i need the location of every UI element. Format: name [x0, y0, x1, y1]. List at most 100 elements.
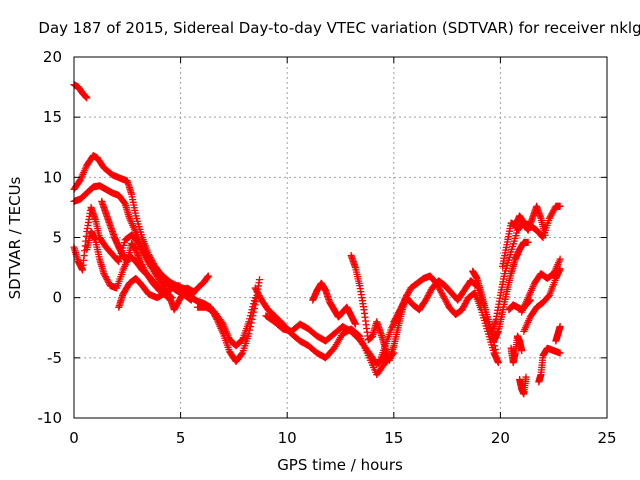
chart-title: Day 187 of 2015, Sidereal Day-to-day VTE…	[38, 19, 640, 37]
data-point	[204, 272, 212, 280]
data-point	[168, 294, 176, 302]
data-point	[137, 259, 145, 267]
series-s18	[499, 202, 549, 270]
y-tick-labels: -10 -5 0 5 10 15 20	[38, 48, 63, 427]
y-tick-label: 0	[52, 289, 62, 307]
x-tick-label: 10	[278, 429, 297, 447]
data-point	[246, 315, 254, 323]
x-tick-label: 0	[69, 429, 79, 447]
data-point	[405, 287, 413, 295]
data-point	[351, 320, 359, 328]
data-point	[545, 214, 553, 222]
data-point	[427, 287, 435, 295]
data-point	[524, 238, 532, 246]
data-point	[250, 300, 258, 308]
series-s25	[552, 323, 564, 345]
data-point	[548, 210, 556, 218]
data-point	[249, 303, 257, 311]
data-point	[444, 300, 452, 308]
data-point	[463, 297, 471, 305]
axis-ticks	[73, 56, 608, 419]
data-point	[140, 265, 148, 273]
series-s16	[469, 238, 532, 345]
data-point	[76, 177, 84, 185]
data-point	[396, 306, 404, 314]
data-point	[460, 301, 468, 309]
series-s12	[309, 279, 359, 328]
data-point	[139, 264, 147, 272]
data-point	[395, 309, 403, 317]
x-tick-label: 25	[597, 429, 616, 447]
data-point	[390, 318, 398, 326]
data-point	[423, 293, 431, 301]
data-point	[462, 298, 470, 306]
data-point	[172, 303, 180, 311]
data-point	[436, 285, 444, 293]
data-point	[238, 337, 246, 345]
data-point	[393, 312, 401, 320]
data-point	[439, 291, 447, 299]
data-point	[255, 292, 263, 300]
data-point	[443, 299, 451, 307]
y-tick-label: 15	[43, 108, 62, 126]
data-point	[441, 296, 449, 304]
series-s1	[70, 81, 91, 102]
data-point	[392, 313, 400, 321]
series-s7	[115, 272, 212, 311]
data-point	[238, 350, 246, 358]
data-point	[173, 301, 181, 309]
data-point	[175, 297, 183, 305]
data-point	[256, 293, 264, 301]
data-point	[138, 262, 146, 270]
data-point	[245, 330, 253, 338]
data-point	[101, 273, 109, 281]
data-point	[424, 292, 432, 300]
series-s20	[507, 332, 526, 367]
data-point	[426, 289, 434, 297]
data-point	[245, 318, 253, 326]
data-point	[136, 258, 144, 266]
series-s11	[262, 312, 389, 368]
data-point	[100, 270, 108, 278]
data-point	[435, 284, 443, 292]
data-point	[391, 315, 399, 323]
data-point	[83, 94, 91, 102]
data-point	[422, 296, 430, 304]
y-tick-label: -10	[38, 409, 63, 427]
data-point	[460, 303, 468, 311]
data-point	[102, 274, 110, 282]
data-point	[160, 282, 168, 290]
series-s22	[520, 265, 564, 335]
data-point	[252, 286, 260, 294]
data-point	[546, 213, 554, 221]
x-tick-label: 20	[491, 429, 510, 447]
data-point	[174, 298, 182, 306]
data-point	[440, 294, 448, 302]
data-point	[436, 287, 444, 295]
data-point	[549, 207, 557, 215]
data-point	[103, 276, 111, 284]
data-point	[459, 304, 467, 312]
data-point	[250, 297, 258, 305]
data-point	[399, 301, 407, 309]
data-point	[556, 265, 564, 273]
data-point	[425, 290, 433, 298]
data-point	[438, 290, 446, 298]
y-tick-label: 5	[52, 229, 62, 247]
data-point	[556, 323, 564, 331]
data-point	[237, 337, 245, 345]
series-s24	[535, 344, 564, 386]
data-point	[397, 304, 405, 312]
data-point	[248, 306, 256, 314]
data-point	[253, 287, 261, 295]
data-point	[400, 298, 408, 306]
y-tick-label: -5	[47, 349, 62, 367]
data-point	[458, 306, 466, 314]
data-point	[541, 231, 549, 239]
data-point	[170, 306, 178, 314]
data-point	[171, 304, 179, 312]
x-tick-labels: 0 5 10 15 20 25	[69, 429, 616, 447]
data-point	[556, 255, 564, 263]
